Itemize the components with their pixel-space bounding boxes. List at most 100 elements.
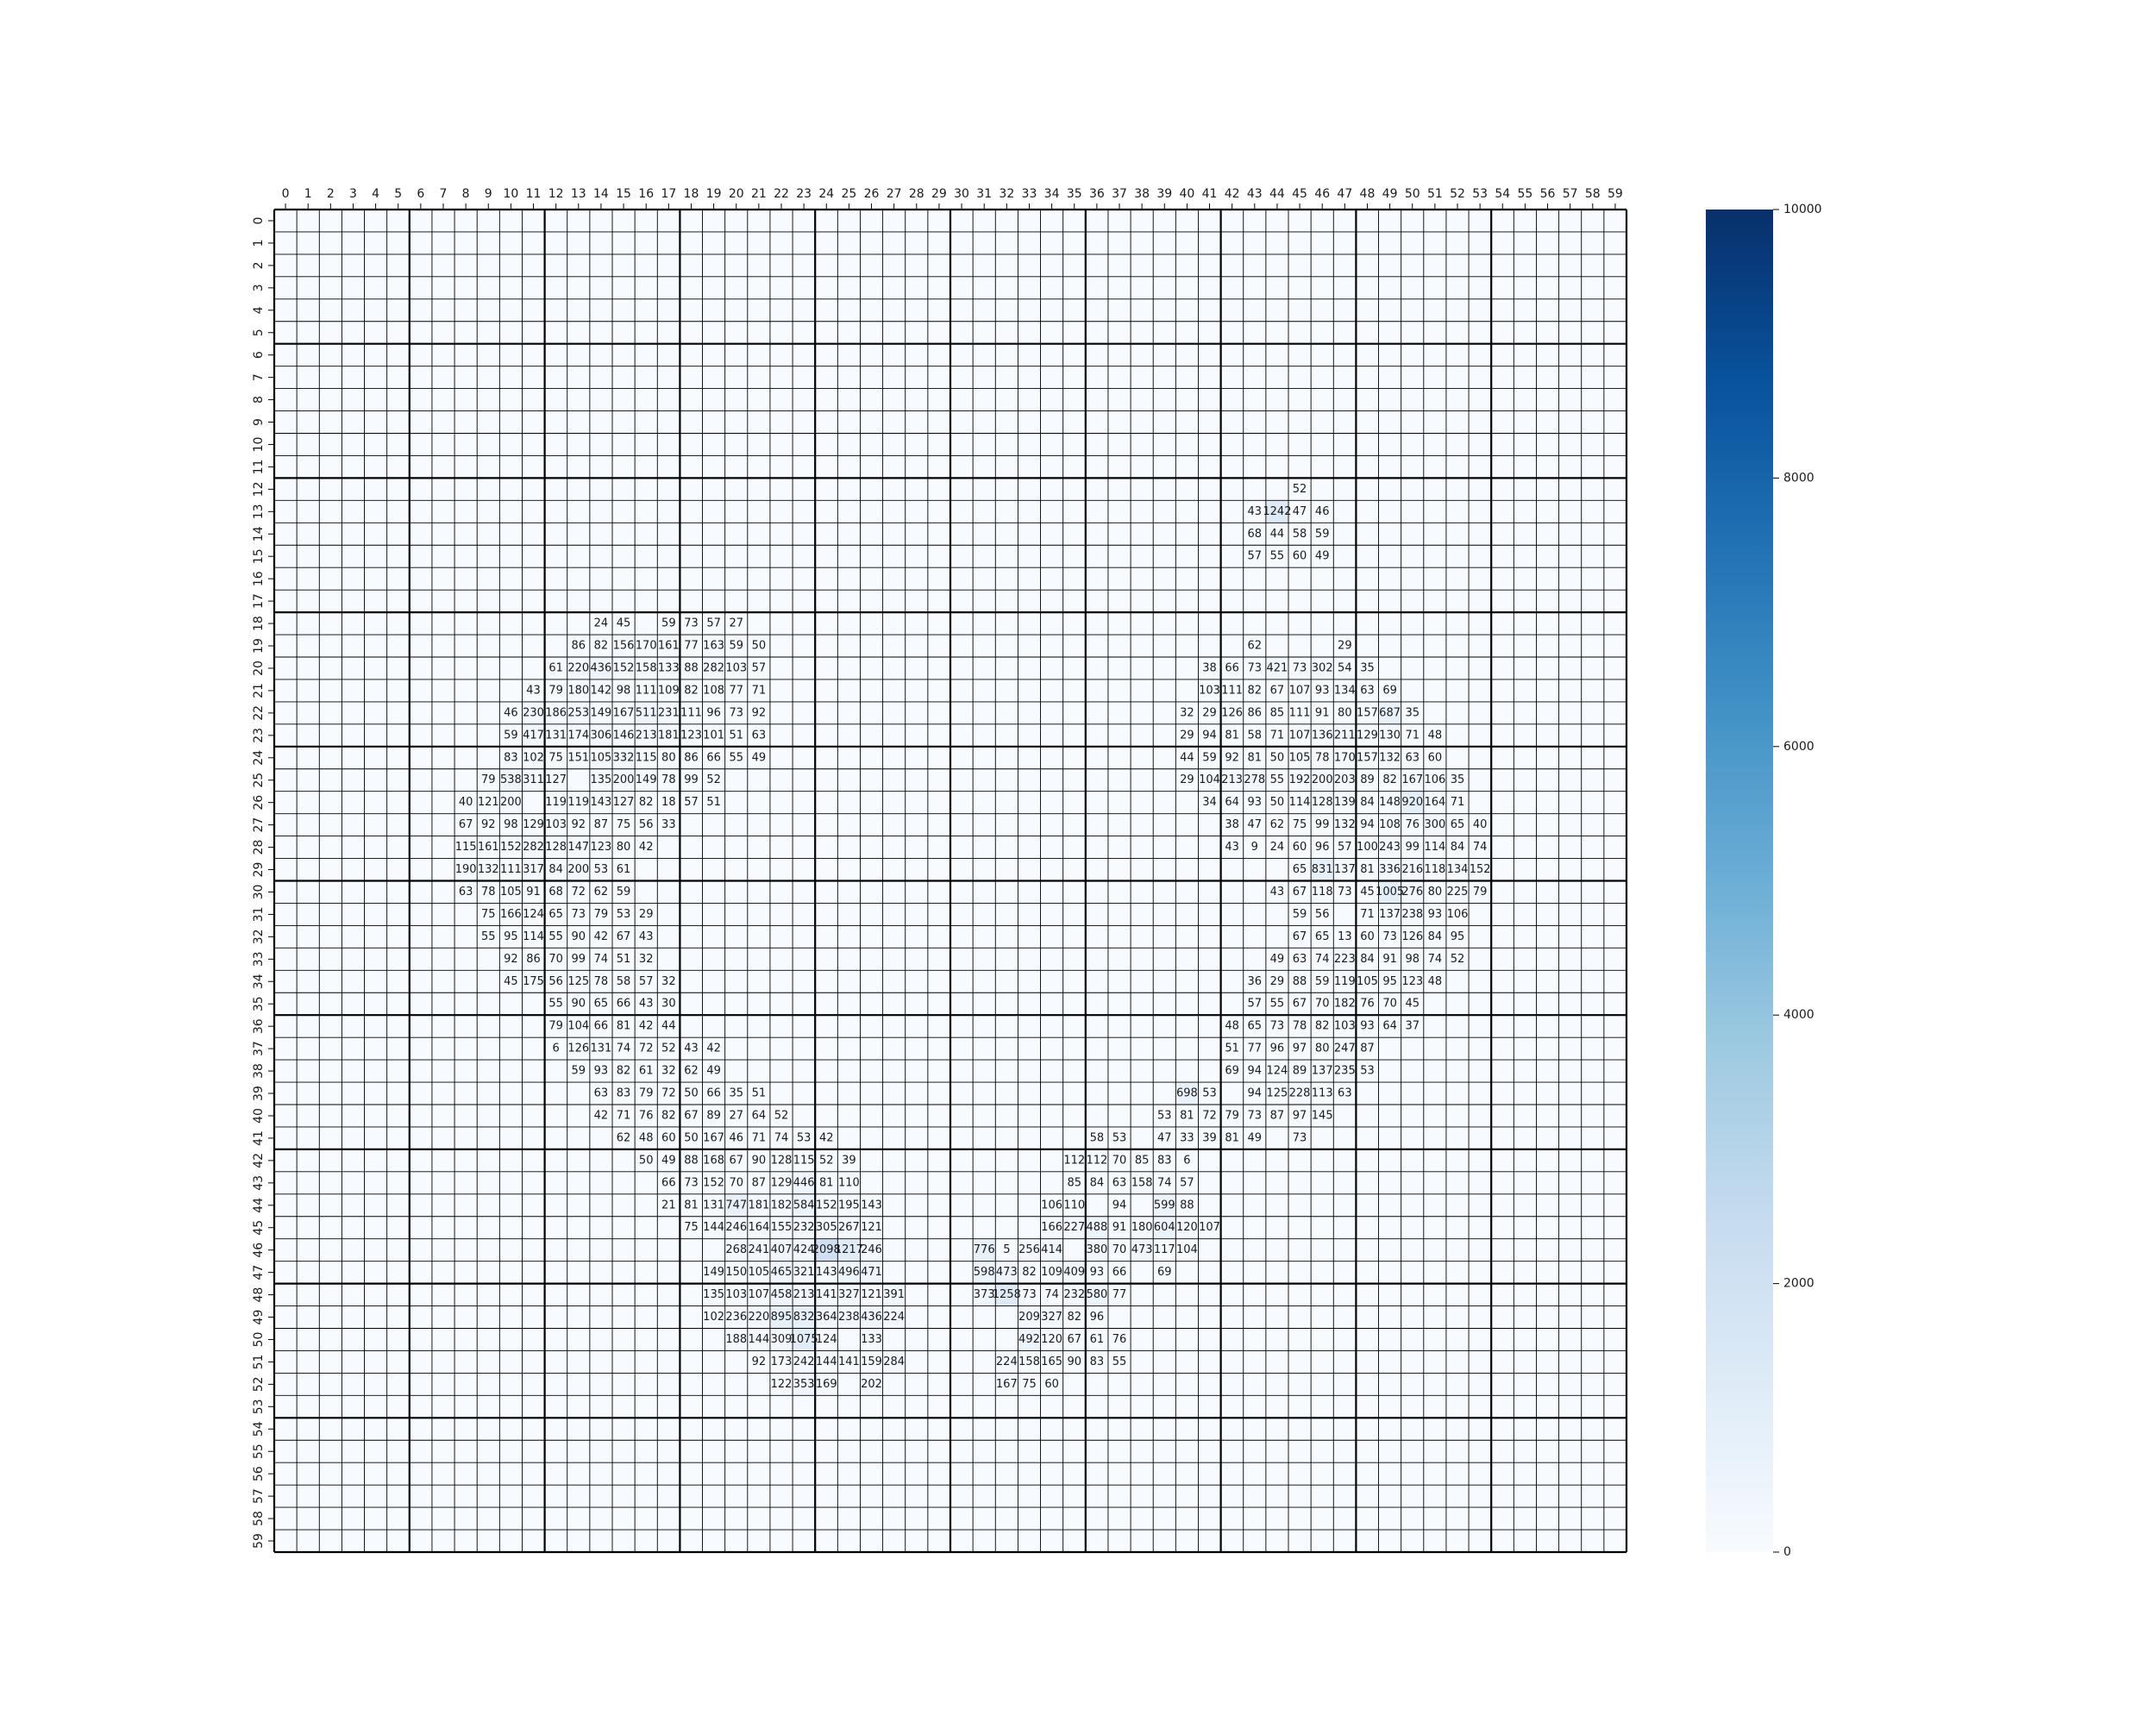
cell-value-label: 126 — [1401, 930, 1423, 943]
heatmap-cell — [1378, 948, 1401, 971]
heatmap-cell — [1423, 746, 1446, 769]
heatmap-cell — [1333, 723, 1357, 747]
heatmap-cell — [1243, 746, 1266, 769]
cell-value-label: 101 — [703, 729, 724, 742]
cell-value-label: 128 — [771, 1154, 793, 1167]
y-tick-label: 30 — [252, 885, 266, 900]
heatmap-cell — [1445, 948, 1470, 971]
cell-value-label: 111 — [500, 863, 522, 876]
heatmap-cell — [567, 1015, 590, 1038]
cell-value-label: 111 — [1289, 706, 1311, 719]
heatmap-cell — [702, 657, 725, 679]
x-tick-label: 32 — [999, 187, 1014, 201]
heatmap-cell — [1445, 768, 1470, 792]
heatmap-cell — [837, 1193, 861, 1217]
heatmap-cell — [567, 858, 590, 881]
cell-value-label: 118 — [1424, 863, 1445, 876]
heatmap-cell — [1469, 836, 1492, 859]
y-tick-label: 21 — [252, 683, 266, 698]
cell-value-label: 74 — [1157, 1176, 1172, 1189]
heatmap-cell — [612, 970, 636, 993]
heatmap-cell — [1333, 836, 1357, 859]
cell-value-label: 175 — [523, 975, 544, 988]
cell-value-label: 61 — [639, 1065, 654, 1078]
heatmap-cell — [499, 701, 523, 724]
heatmap-cell — [567, 635, 590, 657]
cell-value-label: 276 — [1401, 886, 1423, 898]
cell-value-label: 47 — [1157, 1131, 1172, 1144]
cell-value-label: 112 — [1086, 1154, 1107, 1167]
cell-value-label: 115 — [793, 1154, 815, 1167]
heatmap-cell — [1288, 1126, 1312, 1149]
x-tick-label: 26 — [864, 187, 880, 201]
cell-value-label: 121 — [478, 796, 499, 809]
y-tick-label: 23 — [252, 728, 266, 743]
cell-value-label: 132 — [1334, 818, 1356, 831]
cell-value-label: 63 — [1112, 1176, 1127, 1189]
heatmap-cell — [815, 1149, 838, 1172]
cell-value-label: 580 — [1086, 1288, 1107, 1301]
heatmap-cell — [1378, 1015, 1401, 1038]
cell-value-label: 302 — [1312, 661, 1333, 674]
heatmap-cell — [1333, 970, 1357, 993]
cell-value-label: 42 — [594, 930, 609, 943]
heatmap-cell — [1085, 1328, 1108, 1351]
cell-value-label: 83 — [617, 1087, 631, 1100]
cell-value-label: 44 — [1270, 528, 1285, 541]
heatmap-cell — [837, 1350, 861, 1374]
x-tick-label: 43 — [1247, 187, 1263, 201]
heatmap-cell — [680, 1105, 703, 1127]
x-tick-label: 6 — [417, 187, 424, 201]
cell-value-label: 67 — [1293, 886, 1307, 898]
cell-value-label: 43 — [1270, 886, 1285, 898]
heatmap-cell — [1288, 880, 1312, 904]
heatmap-cell — [1423, 813, 1446, 836]
cell-value-label: 98 — [504, 818, 518, 831]
cell-value-label: 123 — [680, 729, 702, 742]
cell-value-label: 82 — [639, 796, 654, 809]
heatmap-cell — [680, 612, 703, 635]
heatmap-cell — [724, 1105, 748, 1127]
heatmap-cell — [837, 1238, 861, 1262]
heatmap-cell — [1243, 992, 1266, 1016]
y-tick-label: 9 — [252, 418, 266, 426]
heatmap-cell — [544, 925, 567, 949]
y-tick-label: 7 — [252, 373, 266, 381]
heatmap-cell — [477, 925, 500, 949]
heatmap-cell — [837, 1283, 861, 1306]
heatmap-cell — [769, 1193, 793, 1217]
cell-value-label: 35 — [1405, 706, 1420, 719]
heatmap-cell — [589, 746, 612, 769]
heatmap-cell — [702, 1082, 725, 1105]
heatmap-cell — [1288, 903, 1312, 926]
cell-value-label: 62 — [594, 886, 609, 898]
heatmap-cell — [589, 723, 612, 747]
cell-value-label: 52 — [1451, 953, 1465, 966]
cell-value-label: 63 — [1293, 953, 1307, 966]
x-tick-label: 31 — [976, 187, 992, 201]
x-tick-label: 20 — [729, 187, 744, 201]
heatmap-cell — [1265, 791, 1288, 814]
heatmap-cell — [589, 768, 612, 792]
heatmap-cell — [544, 791, 567, 814]
heatmap-cell — [1423, 880, 1446, 904]
cell-value-label: 67 — [684, 1109, 699, 1122]
heatmap-cell — [702, 1126, 725, 1149]
cell-value-label: 321 — [793, 1266, 815, 1279]
heatmap-cell — [1333, 701, 1357, 724]
cell-value-label: 61 — [617, 863, 631, 876]
heatmap-cell — [1265, 948, 1288, 971]
heatmap-cell — [589, 970, 612, 993]
heatmap-cell — [1378, 880, 1401, 904]
cell-value-label: 227 — [1063, 1221, 1085, 1234]
cell-value-label: 538 — [500, 773, 522, 786]
cell-value-label: 56 — [1315, 908, 1330, 921]
heatmap-cell — [1243, 836, 1266, 859]
heatmap-cell — [1107, 1328, 1131, 1351]
cell-value-label: 94 — [1112, 1199, 1127, 1211]
y-tick-label: 10 — [252, 437, 266, 453]
x-tick-label: 11 — [526, 187, 542, 201]
cell-value-label: 75 — [481, 908, 496, 921]
cell-value-label: 85 — [1135, 1154, 1150, 1167]
heatmap-cell — [1265, 1015, 1288, 1038]
